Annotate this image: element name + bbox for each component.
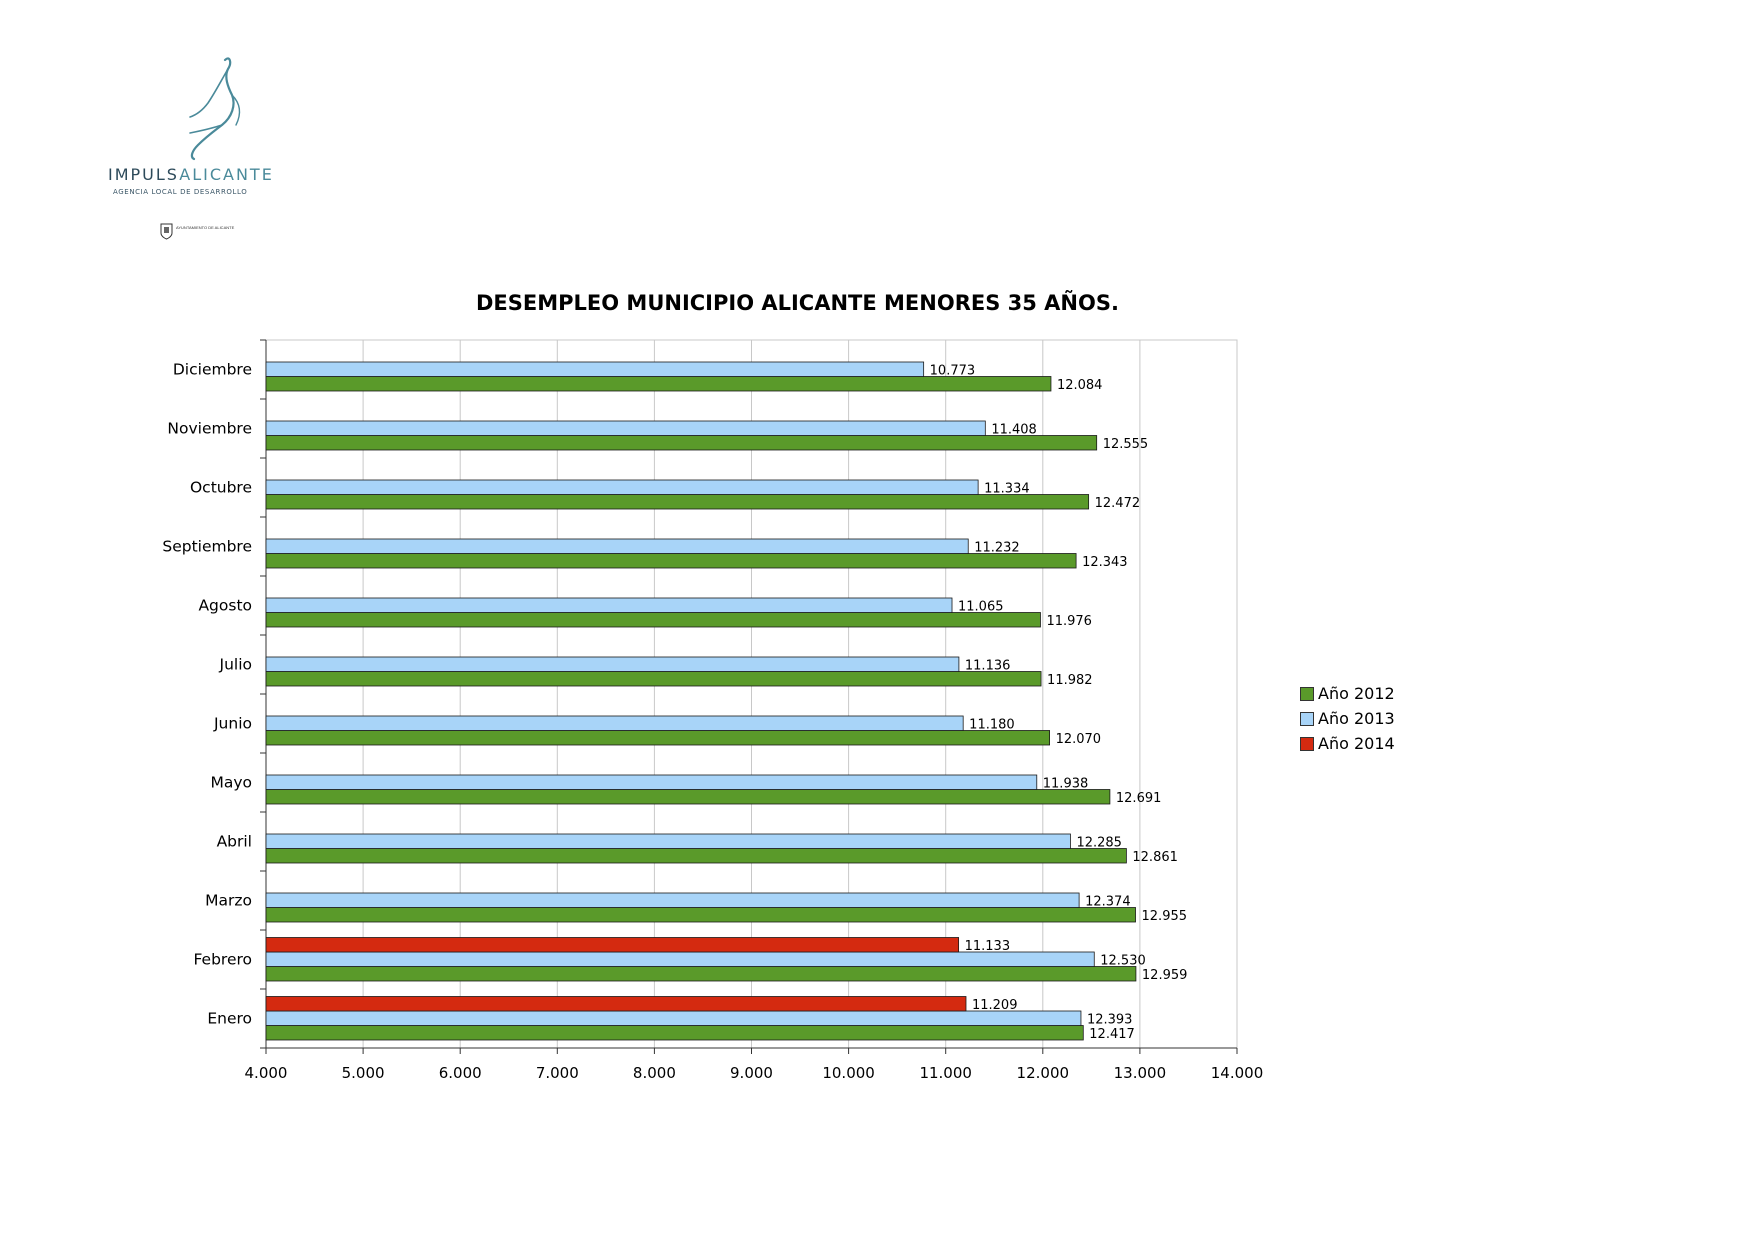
bar-value-label: 12.530: [1100, 954, 1146, 969]
legend-swatch-2013: [1300, 712, 1314, 726]
council-name: AYUNTAMIENTO DE ALICANTE: [176, 225, 235, 230]
council-crest-icon: [160, 223, 173, 240]
category-label: Noviembre: [167, 420, 252, 438]
category-label: Julio: [219, 656, 253, 674]
x-tick-label: 9.000: [730, 1064, 773, 1082]
bar-value-label: 12.691: [1116, 791, 1162, 806]
bar: [265, 730, 1050, 746]
org-name-part2: ALICANTE: [179, 165, 274, 184]
bar-value-label: 11.334: [984, 482, 1029, 497]
legend-label-2014: Año 2014: [1318, 734, 1395, 753]
bar-value-label: 12.555: [1103, 437, 1149, 452]
bar: [265, 671, 1042, 687]
category-label: Febrero: [193, 951, 252, 969]
bar: [265, 937, 960, 953]
category-label: Marzo: [205, 892, 252, 910]
bar: [265, 996, 967, 1012]
legend-label-2013: Año 2013: [1318, 709, 1395, 728]
bar: [265, 892, 1080, 908]
bar-value-label: 12.084: [1057, 378, 1103, 393]
bar-value-label: 11.133: [965, 939, 1011, 954]
bar-value-label: 11.180: [969, 718, 1015, 733]
bar-value-label: 12.343: [1082, 555, 1128, 570]
x-tick-label: 12.000: [1017, 1064, 1070, 1082]
x-tick-label: 6.000: [439, 1064, 482, 1082]
bar: [265, 951, 1095, 967]
bar: [265, 1010, 1082, 1026]
category-label: Diciembre: [173, 361, 252, 379]
category-label: Enero: [207, 1010, 252, 1028]
bar: [265, 715, 964, 731]
diver-figure-icon: [189, 57, 241, 161]
bar: [265, 833, 1071, 849]
category-label: Octubre: [190, 479, 252, 497]
bar-value-label: 12.070: [1056, 732, 1102, 747]
bar-value-label: 11.232: [974, 541, 1020, 556]
bar-value-label: 12.861: [1132, 850, 1178, 865]
bar-value-label: 11.065: [958, 600, 1004, 615]
org-subtitle: AGENCIA LOCAL DE DESARROLLO: [113, 188, 248, 196]
bar: [265, 612, 1041, 628]
bar-value-label: 11.408: [991, 423, 1037, 438]
bar: [265, 1025, 1084, 1041]
bar: [265, 494, 1090, 510]
category-label: Septiembre: [162, 538, 252, 556]
x-tick-label: 5.000: [342, 1064, 385, 1082]
category-label: Abril: [217, 833, 252, 851]
bar-value-label: 12.959: [1142, 968, 1188, 983]
bar: [265, 656, 960, 672]
x-tick-label: 10.000: [822, 1064, 875, 1082]
category-label: Mayo: [210, 774, 252, 792]
legend-swatch-2012: [1300, 687, 1314, 701]
bar: [265, 774, 1038, 790]
bar-value-label: 12.955: [1142, 909, 1188, 924]
legend-label-2012: Año 2012: [1318, 684, 1395, 703]
bar-value-label: 11.976: [1046, 614, 1092, 629]
x-tick-label: 13.000: [1114, 1064, 1167, 1082]
legend-swatch-2014: [1300, 737, 1314, 751]
bar-value-label: 12.285: [1076, 836, 1122, 851]
bar: [265, 420, 986, 436]
bar: [265, 789, 1111, 805]
bar-value-label: 11.938: [1043, 777, 1089, 792]
bar-value-label: 11.136: [965, 659, 1011, 674]
bar: [265, 361, 925, 377]
bar-value-label: 11.982: [1047, 673, 1093, 688]
bar-value-label: 12.472: [1095, 496, 1141, 511]
bar: [265, 435, 1098, 451]
bar: [265, 966, 1137, 982]
bar: [265, 907, 1136, 923]
x-tick-label: 7.000: [536, 1064, 579, 1082]
bar: [265, 479, 979, 495]
x-tick-label: 8.000: [633, 1064, 676, 1082]
bar-value-label: 12.393: [1087, 1013, 1133, 1028]
bar: [265, 376, 1052, 392]
category-label: Agosto: [198, 597, 252, 615]
x-tick-label: 11.000: [919, 1064, 972, 1082]
bar: [265, 553, 1077, 569]
bar: [265, 597, 953, 613]
x-tick-label: 4.000: [245, 1064, 288, 1082]
bar: [265, 848, 1127, 864]
bar-value-label: 12.374: [1085, 895, 1131, 910]
bar-value-label: 12.417: [1089, 1027, 1135, 1042]
bar-value-label: 10.773: [930, 364, 976, 379]
x-tick-label: 14.000: [1211, 1064, 1264, 1082]
org-name: IMPULSALICANTE: [108, 165, 274, 184]
bar-value-label: 11.209: [972, 998, 1018, 1013]
chart-title: DESEMPLEO MUNICIPIO ALICANTE MENORES 35 …: [476, 291, 1119, 315]
category-label: Junio: [213, 715, 252, 733]
org-name-part1: IMPULS: [108, 165, 180, 184]
bar: [265, 538, 969, 554]
